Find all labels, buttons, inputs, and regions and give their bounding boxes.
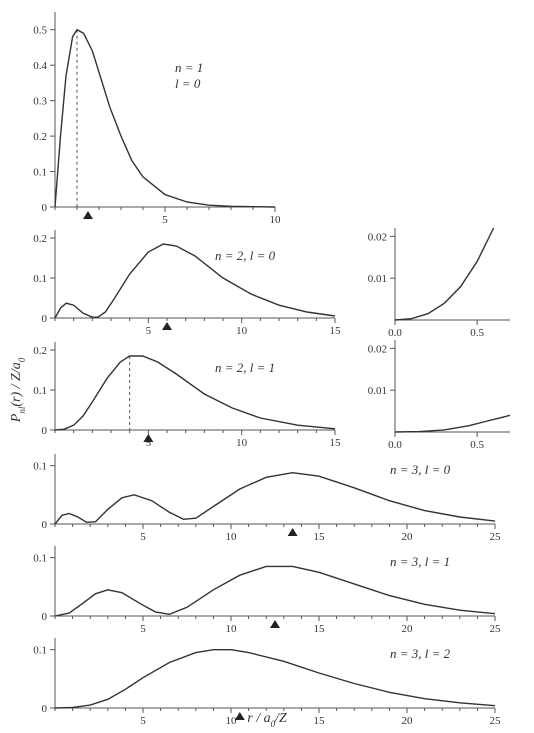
xtick-label: 10 xyxy=(236,437,248,449)
xtick-label: 15 xyxy=(314,715,326,727)
xtick-label: 15 xyxy=(314,623,326,635)
curve xyxy=(55,356,335,430)
ytick-label: 0.01 xyxy=(368,385,387,397)
xtick-label: 25 xyxy=(490,531,502,543)
ytick-label: 0.3 xyxy=(33,96,47,108)
xtick-label: 15 xyxy=(330,437,342,449)
p-n2-l1-zoom: 0.010.020.00.5 xyxy=(395,340,512,457)
ytick-label: 0.1 xyxy=(33,645,47,657)
p-n1-l0: 00.10.20.30.40.5510n = 1l = 0 xyxy=(55,12,277,232)
ytick-label: 0.02 xyxy=(368,343,387,355)
ytick-label: 0 xyxy=(42,313,48,325)
panel-label: n = 2, l = 1 xyxy=(215,360,275,375)
xtick-label: 0.0 xyxy=(388,327,402,339)
xtick-label: 10 xyxy=(226,531,238,543)
xtick-label: 15 xyxy=(330,325,342,337)
ytick-label: 0 xyxy=(42,611,48,623)
ytick-label: 0 xyxy=(42,425,48,437)
curve xyxy=(55,30,275,207)
ytick-label: 0.4 xyxy=(33,60,47,72)
xtick-label: 5 xyxy=(162,214,168,226)
curve xyxy=(55,244,335,318)
mean-marker-icon xyxy=(270,620,280,628)
p-n2-l0-zoom: 0.010.020.00.5 xyxy=(395,228,512,345)
ytick-label: 0.1 xyxy=(33,167,47,179)
xtick-label: 10 xyxy=(270,214,282,226)
xtick-label: 0.5 xyxy=(470,439,484,451)
ytick-label: 0.2 xyxy=(33,131,47,143)
curve xyxy=(55,566,495,616)
mean-marker-icon xyxy=(162,322,172,330)
panel-label: n = 1 xyxy=(175,60,203,75)
ytick-label: 0.1 xyxy=(33,273,47,285)
p-n2-l1: 00.10.251015n = 2, l = 1 xyxy=(55,342,337,455)
xtick-label: 20 xyxy=(402,715,414,727)
p-n3-l2: 00.1510152025n = 3, l = 2 xyxy=(55,638,497,733)
xtick-label: 10 xyxy=(236,325,248,337)
p-n3-l1: 00.1510152025n = 3, l = 1 xyxy=(55,546,497,641)
y-axis-label: Pnl(r) / Z/a0 xyxy=(9,357,27,423)
mean-marker-icon xyxy=(83,211,93,219)
xtick-label: 5 xyxy=(146,325,152,337)
xtick-label: 10 xyxy=(226,715,238,727)
xtick-label: 5 xyxy=(140,623,146,635)
ytick-label: 0.1 xyxy=(33,385,47,397)
ytick-label: 0 xyxy=(42,519,48,531)
panel-label: n = 3, l = 0 xyxy=(390,462,451,477)
xtick-label: 25 xyxy=(490,623,502,635)
ytick-label: 0.01 xyxy=(368,273,387,285)
xtick-label: 25 xyxy=(490,715,502,727)
curve xyxy=(395,228,494,320)
xtick-label: 5 xyxy=(140,531,146,543)
ytick-label: 0.2 xyxy=(33,233,47,245)
ytick-label: 0.1 xyxy=(33,553,47,565)
panel-label: n = 3, l = 2 xyxy=(390,646,451,661)
panel-label: n = 3, l = 1 xyxy=(390,554,450,569)
p-n2-l0: 00.10.251015n = 2, l = 0 xyxy=(55,230,337,343)
xtick-label: 20 xyxy=(402,531,414,543)
ytick-label: 0 xyxy=(42,703,48,715)
xtick-label: 5 xyxy=(140,715,146,727)
mean-marker-icon xyxy=(288,528,298,536)
ytick-label: 0 xyxy=(42,202,48,214)
ytick-label: 0.2 xyxy=(33,345,47,357)
curve xyxy=(395,415,510,432)
ytick-label: 0.02 xyxy=(368,231,387,243)
curve xyxy=(55,473,495,524)
p-n3-l0: 00.1510152025n = 3, l = 0 xyxy=(55,454,497,549)
panel-label: l = 0 xyxy=(175,76,201,91)
ytick-label: 0.5 xyxy=(33,25,47,37)
xtick-label: 0.5 xyxy=(470,327,484,339)
xtick-label: 15 xyxy=(314,531,326,543)
ytick-label: 0.1 xyxy=(33,461,47,473)
xtick-label: 20 xyxy=(402,623,414,635)
panel-label: n = 2, l = 0 xyxy=(215,248,276,263)
xtick-label: 10 xyxy=(226,623,238,635)
xtick-label: 0.0 xyxy=(388,439,402,451)
